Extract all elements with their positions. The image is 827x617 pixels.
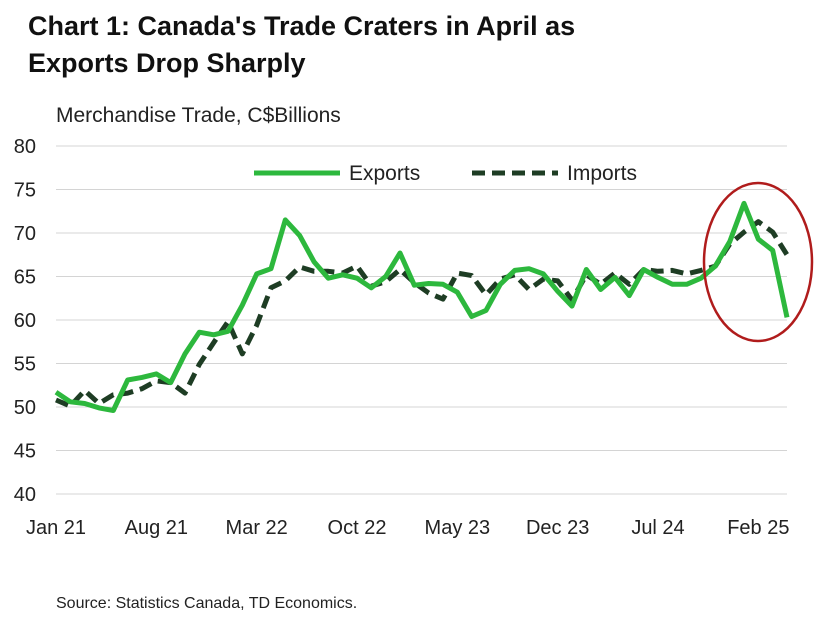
series-line-imports [55, 219, 790, 409]
x-tick-aug-21: Aug 21 [125, 517, 188, 539]
y-tick-60: 60 [14, 310, 36, 332]
x-tick-feb-25: Feb 25 [727, 517, 789, 539]
y-tick-70: 70 [14, 223, 36, 245]
y-tick-75: 75 [14, 180, 36, 202]
chart-title-line2: Exports Drop Sharply [28, 48, 306, 78]
y-tick-labels: 40 45 50 55 60 65 70 75 80 [14, 136, 36, 506]
series-lines [54, 200, 790, 413]
y-tick-80: 80 [14, 136, 36, 158]
chart-title: Chart 1: Canada's Trade Craters in April… [28, 8, 808, 82]
legend-label-exports: Exports [349, 162, 420, 185]
highlight-ellipse [702, 181, 814, 343]
x-tick-oct-22: Oct 22 [328, 517, 387, 539]
x-tick-labels: Jan 21 Aug 21 Mar 22 Oct 22 May 23 Dec 23 Jul … [26, 517, 789, 539]
gridlines [56, 145, 787, 495]
x-tick-dec-23: Dec 23 [526, 517, 589, 539]
x-tick-may-23: May 23 [425, 517, 491, 539]
y-tick-65: 65 [14, 267, 36, 289]
annotation [702, 181, 814, 343]
y-tick-40: 40 [14, 484, 36, 506]
series-line-exports [54, 200, 790, 413]
x-tick-mar-22: Mar 22 [226, 517, 288, 539]
x-tick-jan-21: Jan 21 [26, 517, 86, 539]
x-tick-jul-24: Jul 24 [631, 517, 684, 539]
y-tick-50: 50 [14, 397, 36, 419]
source-note: Source: Statistics Canada, TD Economics. [56, 595, 358, 612]
y-tick-45: 45 [14, 441, 36, 463]
chart-title-line1: Chart 1: Canada's Trade Craters in April… [28, 11, 576, 41]
y-axis-label: Merchandise Trade, C$Billions [56, 104, 341, 127]
legend: Exports Imports [254, 162, 637, 185]
legend-label-imports: Imports [567, 162, 637, 185]
y-tick-55: 55 [14, 354, 36, 376]
